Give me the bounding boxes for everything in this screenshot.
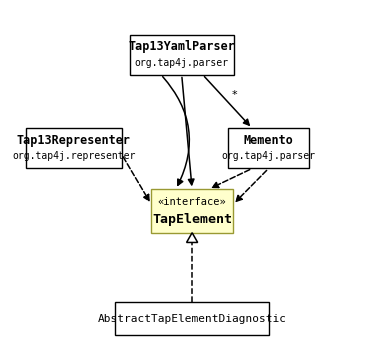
Text: Tap13YamlParser: Tap13YamlParser xyxy=(128,40,235,53)
FancyArrowPatch shape xyxy=(163,77,189,185)
Bar xyxy=(115,302,269,335)
Bar xyxy=(228,128,309,169)
Polygon shape xyxy=(186,233,198,243)
Text: org.tap4j.representer: org.tap4j.representer xyxy=(12,151,136,162)
Text: *: * xyxy=(232,90,237,99)
Bar xyxy=(151,189,233,233)
Text: Memento: Memento xyxy=(244,134,294,147)
Bar xyxy=(26,128,122,169)
Text: Tap13Representer: Tap13Representer xyxy=(17,134,131,147)
Text: «interface»: «interface» xyxy=(158,197,226,207)
Text: org.tap4j.parser: org.tap4j.parser xyxy=(222,151,316,162)
Text: org.tap4j.parser: org.tap4j.parser xyxy=(135,58,229,68)
Text: AbstractTapElementDiagnostic: AbstractTapElementDiagnostic xyxy=(98,314,287,324)
Text: TapElement: TapElement xyxy=(152,213,232,226)
Bar xyxy=(130,35,234,75)
